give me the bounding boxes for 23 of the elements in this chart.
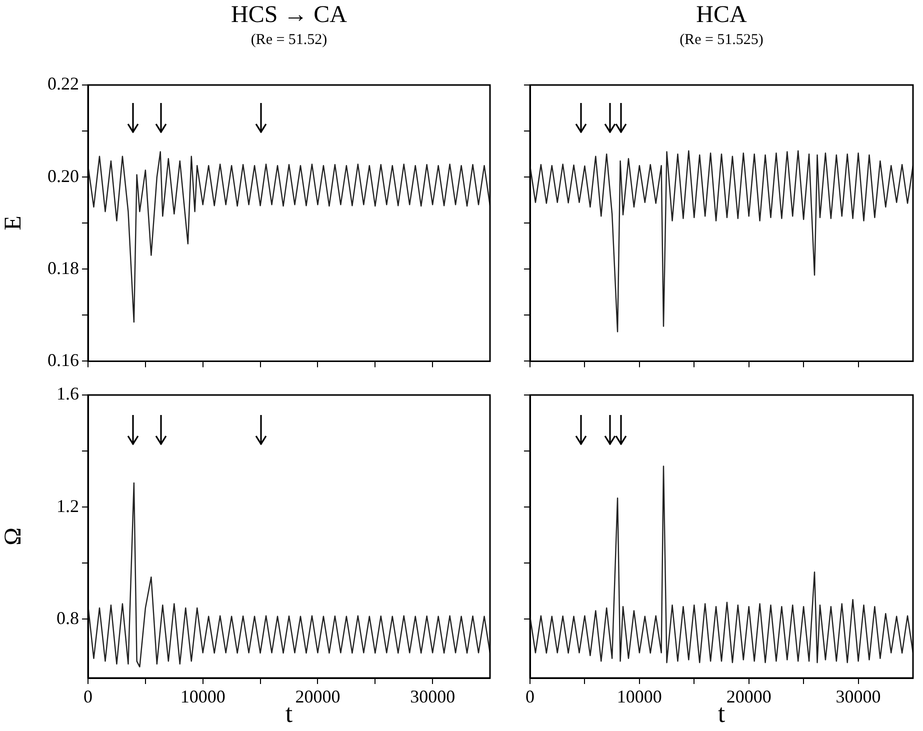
x-tick-label: 30000	[836, 686, 881, 707]
chart-title: HCA	[695, 1, 748, 30]
y-axis-title: Ω	[0, 528, 27, 546]
y-tick-label: 0.16	[48, 350, 79, 370]
y-tick-label: 0.18	[48, 258, 79, 278]
chart-subtitle: (Re = 51.52)	[250, 31, 328, 50]
y-tick-label: 0.22	[48, 74, 79, 94]
y-axis-title: E	[0, 216, 27, 230]
x-tick-label: 20000	[295, 686, 340, 707]
x-tick-label: 10000	[616, 686, 662, 707]
y-tick-label: 1.6	[56, 384, 79, 404]
y-tick-label: 0.20	[48, 166, 79, 186]
x-tick-label: 10000	[180, 686, 226, 707]
chart-title: HCS → CA	[230, 1, 348, 30]
x-tick-label: 20000	[726, 686, 772, 707]
y-tick-label: 1.2	[56, 496, 79, 516]
x-tick-label: 0	[526, 686, 534, 707]
x-tick-label: 30000	[410, 686, 456, 707]
x-axis-title: t	[718, 699, 726, 728]
chart-subtitle: (Re = 51.525)	[678, 31, 764, 50]
x-axis-title: t	[285, 699, 294, 728]
y-tick-label: 0.8	[56, 608, 79, 628]
x-tick-label: 0	[84, 686, 92, 707]
